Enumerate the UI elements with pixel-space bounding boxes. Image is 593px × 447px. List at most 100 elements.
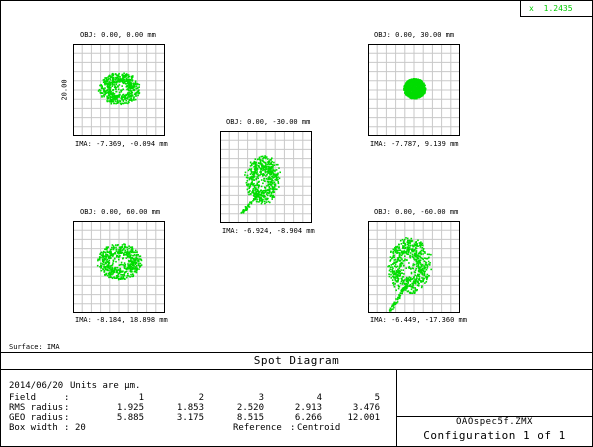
spot-point <box>115 76 118 79</box>
coordinate-readout: x 1.2435 <box>520 0 593 17</box>
spot-point <box>262 182 264 185</box>
spot-point <box>422 248 425 250</box>
spot-point <box>255 166 257 169</box>
spot-point <box>125 73 128 75</box>
spot-point <box>423 267 425 269</box>
spot-point <box>402 279 404 282</box>
spot-point <box>411 97 413 100</box>
spot-point <box>244 174 246 176</box>
spot-point <box>410 278 412 281</box>
spot-point <box>123 94 126 97</box>
spot-point <box>124 264 126 266</box>
spot-point <box>399 282 402 285</box>
spot-point <box>422 87 424 90</box>
spot-point <box>423 82 425 85</box>
spot-point <box>103 263 105 266</box>
spot-point <box>425 262 428 264</box>
spot-point <box>107 256 110 258</box>
spot-point <box>133 97 135 99</box>
spot-point <box>408 88 411 90</box>
spot-point <box>244 171 247 174</box>
spot-point <box>110 86 112 89</box>
spot-point <box>112 73 115 76</box>
spot-point <box>255 177 257 180</box>
spot-point <box>268 163 271 166</box>
spot-point <box>416 284 419 287</box>
spot-point <box>273 196 275 198</box>
spot-point <box>392 255 395 258</box>
spot-point <box>413 263 416 266</box>
spot-point <box>109 76 112 79</box>
spot-point <box>115 246 117 249</box>
spot-point <box>113 270 115 272</box>
spot-point <box>104 77 106 79</box>
spot-point <box>259 174 261 176</box>
spot-point <box>408 265 410 268</box>
spot-point <box>130 98 132 100</box>
spot-point <box>116 277 119 279</box>
spot-point <box>110 93 112 95</box>
spot-point <box>118 84 121 86</box>
spot-point <box>259 198 261 201</box>
spot-point <box>264 155 266 157</box>
spot-point <box>254 170 256 172</box>
spot-point <box>247 169 250 172</box>
spot-point <box>262 166 265 169</box>
spot-point <box>263 161 266 164</box>
spot-point <box>125 78 127 81</box>
spot-point <box>272 170 274 173</box>
spot-point <box>122 99 125 101</box>
spot-point <box>418 276 421 278</box>
spot-point <box>266 180 269 183</box>
spot-point <box>425 275 427 278</box>
spot-point <box>262 194 264 197</box>
spot-point <box>102 252 104 255</box>
spot-point <box>116 96 119 99</box>
spot-point <box>420 83 422 85</box>
spot-point <box>256 182 259 185</box>
spot-point <box>107 97 110 99</box>
spot-point <box>127 254 129 257</box>
spot-point <box>249 186 251 188</box>
spot-point <box>392 282 394 284</box>
spot-point <box>129 259 132 262</box>
spot-point <box>392 263 394 265</box>
spot-point <box>395 270 398 272</box>
spot-point <box>395 298 397 300</box>
spot-point <box>391 257 393 260</box>
spot-point <box>108 100 110 102</box>
spot-point <box>114 252 116 255</box>
spot-point <box>401 250 403 252</box>
spot-point <box>412 84 414 86</box>
spot-point <box>113 96 116 99</box>
spot-point <box>267 170 269 173</box>
spot-point <box>422 250 425 253</box>
spot-point <box>103 95 105 98</box>
spot-point <box>411 244 414 247</box>
spot-point <box>415 253 418 255</box>
spot-point <box>403 251 406 254</box>
field-value: 2 <box>198 393 204 403</box>
spot-point <box>254 166 257 168</box>
spot-point <box>260 197 263 199</box>
spot-point <box>262 165 264 167</box>
spot-point <box>113 271 116 273</box>
spot-point <box>107 83 109 86</box>
spot-point <box>109 252 111 255</box>
spot-point <box>279 171 281 174</box>
spot-point <box>267 160 270 162</box>
spot-point <box>410 86 412 88</box>
spot-point <box>390 273 392 276</box>
spot-point <box>128 247 130 250</box>
spot-point <box>399 239 402 242</box>
spot-point <box>414 280 417 282</box>
spot-point <box>107 264 110 266</box>
spot-point <box>111 82 114 85</box>
spot-point <box>250 169 252 171</box>
spot-point <box>126 275 129 277</box>
spot-point <box>124 74 126 77</box>
spot-point <box>401 258 403 260</box>
spot-point <box>273 183 276 185</box>
spot-point <box>407 241 409 243</box>
spot-point <box>273 186 276 188</box>
